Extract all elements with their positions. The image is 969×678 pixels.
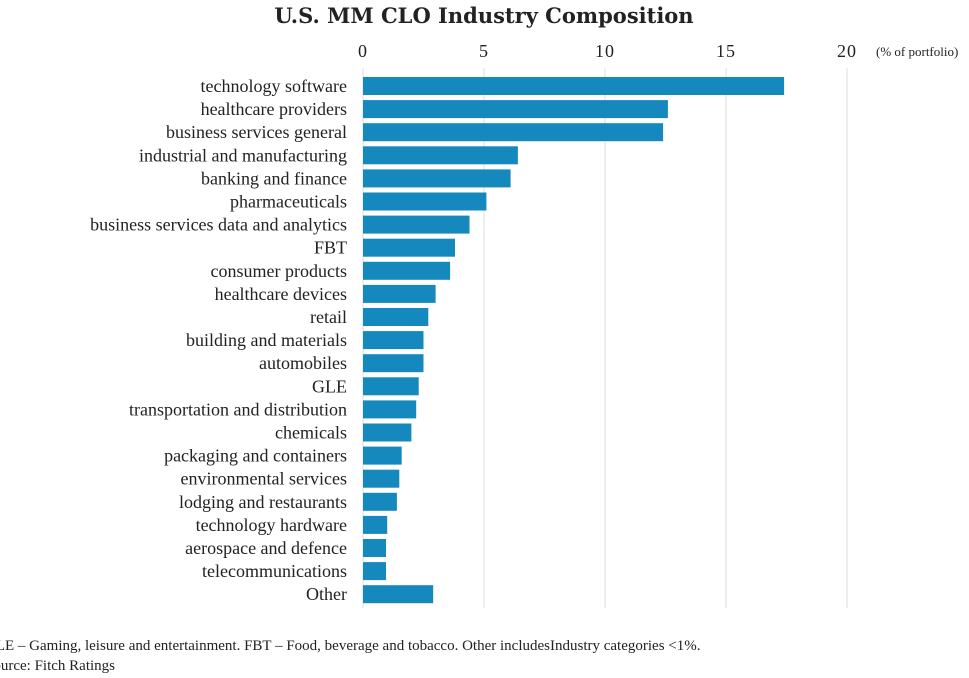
category-label: business services data and analytics: [90, 215, 347, 235]
chart-title: U.S. MM CLO Industry Composition: [274, 3, 693, 28]
bar-business-services-general: [363, 123, 664, 142]
category-label: banking and finance: [201, 168, 347, 188]
category-labels: technology software healthcare providers b…: [90, 76, 347, 604]
category-label: FBT: [314, 238, 347, 258]
category-label: industrial and manufacturing: [139, 145, 347, 165]
x-tick-label-20: 20: [837, 41, 857, 61]
x-tick-label-0: 0: [358, 41, 368, 61]
category-label: telecommunications: [202, 561, 347, 581]
category-label: automobiles: [259, 353, 347, 373]
bar-lodging-and-restaurants: [363, 492, 397, 511]
bar-chemicals: [363, 423, 412, 442]
category-label: Other: [306, 584, 347, 604]
bar-gle: [363, 377, 419, 396]
category-label: transportation and distribution: [129, 399, 347, 419]
bar-technology-hardware: [363, 515, 388, 534]
bar-fbt: [363, 238, 455, 257]
bar-environmental-services: [363, 469, 400, 488]
category-label: healthcare providers: [201, 99, 347, 119]
x-tick-label-10: 10: [595, 41, 615, 61]
bar-consumer-products: [363, 261, 451, 280]
bar-healthcare-providers: [363, 100, 668, 119]
category-label: lodging and restaurants: [179, 492, 347, 512]
footnote-abbreviations: GLE – Gaming, leisure and entertainment.…: [0, 638, 700, 654]
bar-transportation-and-distribution: [363, 400, 417, 419]
x-tick-label-5: 5: [479, 41, 489, 61]
bar-business-services-data-and-analytics: [363, 215, 470, 234]
category-label: GLE: [312, 376, 347, 396]
category-label: retail: [310, 307, 347, 327]
bar-packaging-and-containers: [363, 446, 402, 465]
bar-automobiles: [363, 354, 424, 373]
bar-retail: [363, 308, 429, 326]
x-tick-label-15: 15: [716, 41, 736, 61]
category-label: packaging and containers: [164, 446, 347, 466]
bar-technology-software: [363, 77, 785, 95]
bar-building-and-materials: [363, 331, 424, 350]
bar-pharmaceuticals: [363, 192, 487, 211]
category-label: technology software: [201, 76, 347, 96]
category-label: pharmaceuticals: [230, 192, 347, 212]
bar-other: [363, 585, 434, 604]
bar-telecommunications: [363, 562, 386, 581]
bars: [363, 77, 785, 604]
bar-aerospace-and-defence: [363, 539, 386, 557]
bar-healthcare-devices: [363, 284, 436, 303]
category-label: consumer products: [211, 261, 347, 281]
bar-industrial-and-manufacturing: [363, 146, 518, 165]
category-label: environmental services: [181, 469, 347, 489]
category-label: business services general: [166, 122, 347, 142]
category-label: healthcare devices: [215, 284, 347, 304]
category-label: technology hardware: [196, 515, 347, 535]
bar-banking-and-finance: [363, 169, 511, 188]
x-axis-ticks: 0 5 10 15 20: [358, 41, 857, 61]
footnote-source: Source: Fitch Ratings: [0, 658, 115, 674]
x-axis-unit-label: (% of portfolio): [876, 44, 958, 59]
category-label: building and materials: [186, 330, 347, 350]
category-label: chemicals: [275, 423, 347, 443]
category-label: aerospace and defence: [185, 538, 347, 558]
